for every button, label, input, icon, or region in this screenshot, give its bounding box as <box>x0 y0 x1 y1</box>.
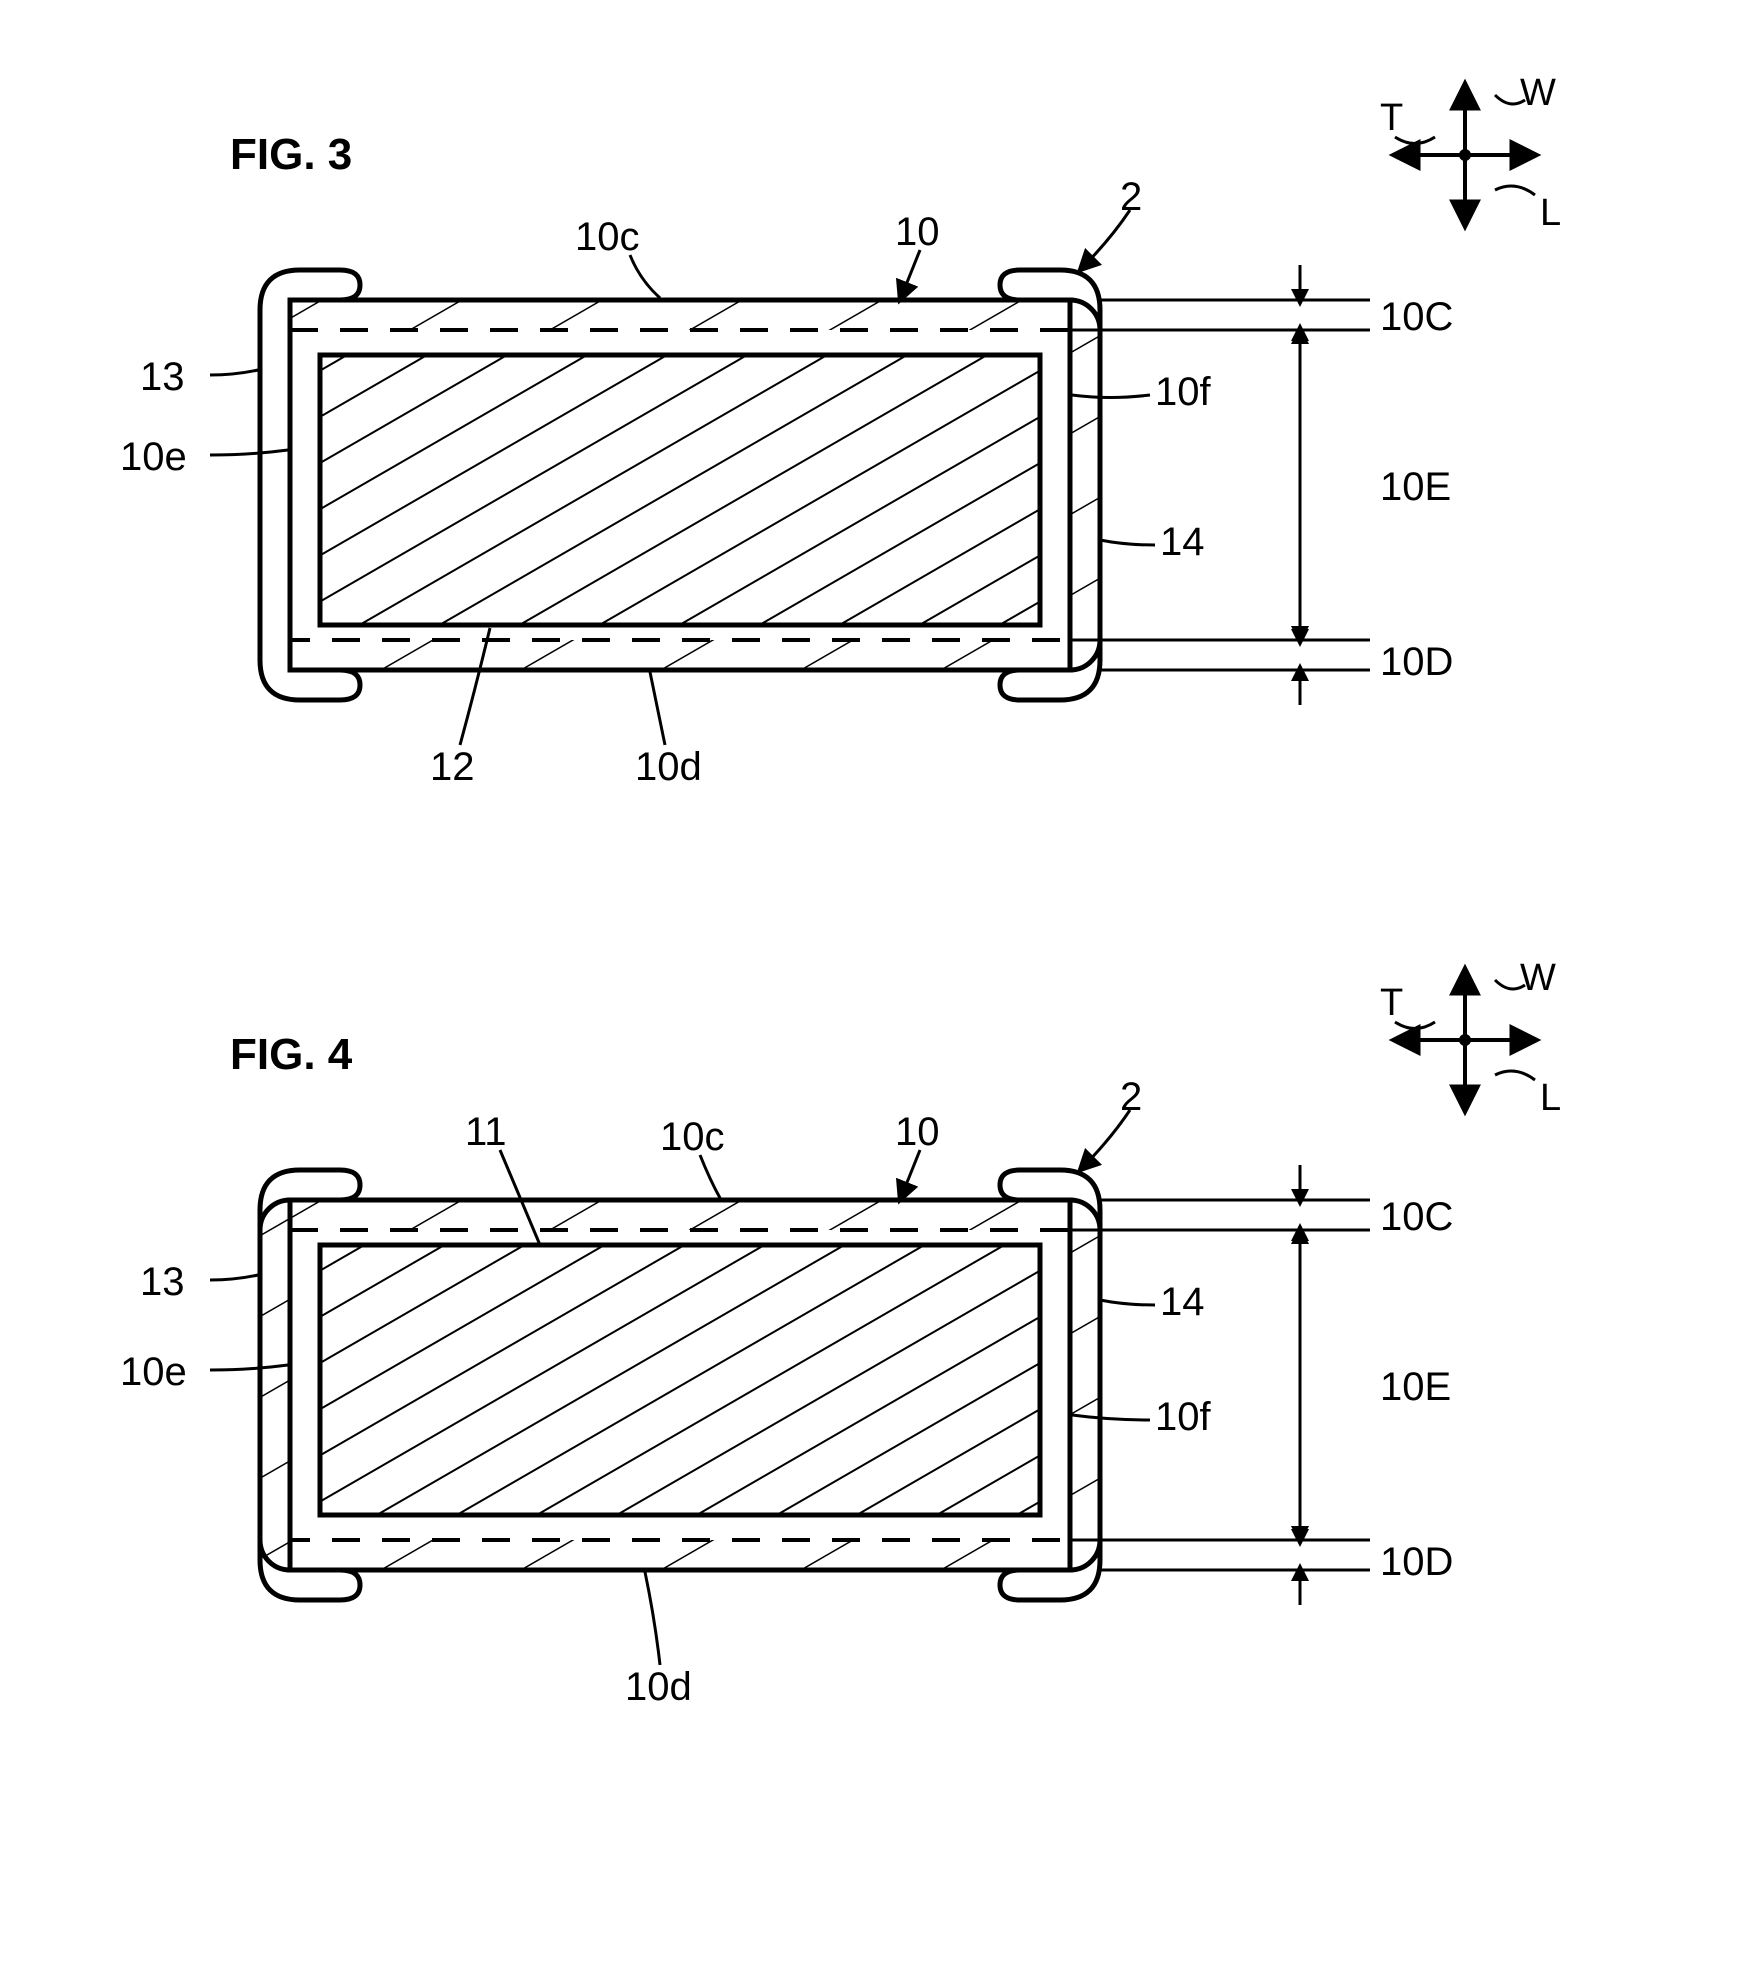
fig3-label-10C: 10C <box>1380 295 1453 340</box>
fig4-label-10d: 10d <box>625 1665 692 1710</box>
fig4-label-14: 14 <box>1160 1280 1205 1325</box>
fig4-svg: T W L <box>0 900 1740 1800</box>
fig4-label-10f: 10f <box>1155 1395 1211 1440</box>
axis-compass-fig4 <box>1395 970 1535 1110</box>
axis-T-fig4: T <box>1380 982 1403 1024</box>
fig3-label-13: 13 <box>140 355 185 400</box>
fig3-label-10E: 10E <box>1380 465 1451 510</box>
fig4-label-10c: 10c <box>660 1115 725 1160</box>
axis-L-fig3: L <box>1540 192 1561 234</box>
fig4-label-10E: 10E <box>1380 1365 1451 1410</box>
fig3-svg: T W L <box>0 0 1740 820</box>
fig3-label-12: 12 <box>430 745 475 790</box>
axis-W-fig3: W <box>1520 72 1556 114</box>
fig3-label-10f: 10f <box>1155 370 1211 415</box>
fig4-label-10C: 10C <box>1380 1195 1453 1240</box>
fig4-label-11: 11 <box>465 1110 507 1155</box>
fig3-label-10D: 10D <box>1380 640 1453 685</box>
page: FIG. 3 T <box>0 0 1740 1969</box>
fig3-label-10: 10 <box>895 210 940 255</box>
fig3-label-10d: 10d <box>635 745 702 790</box>
fig3-component <box>260 270 1100 700</box>
axis-W-fig4: W <box>1520 957 1556 999</box>
fig3-label-10e: 10e <box>120 435 187 480</box>
fig3-label-10c: 10c <box>575 215 640 260</box>
fig3-label-14: 14 <box>1160 520 1205 565</box>
axis-L-fig4: L <box>1540 1077 1561 1119</box>
axis-T-fig3: T <box>1380 97 1403 139</box>
fig3-label-2: 2 <box>1120 175 1142 220</box>
fig4-label-10D: 10D <box>1380 1540 1453 1585</box>
axis-compass-fig3 <box>1395 85 1535 225</box>
fig4-component <box>260 1170 1100 1600</box>
fig4-label-2: 2 <box>1120 1075 1142 1120</box>
fig4-label-13: 13 <box>140 1260 185 1305</box>
fig4-label-10e: 10e <box>120 1350 187 1395</box>
fig4-label-10: 10 <box>895 1110 940 1155</box>
